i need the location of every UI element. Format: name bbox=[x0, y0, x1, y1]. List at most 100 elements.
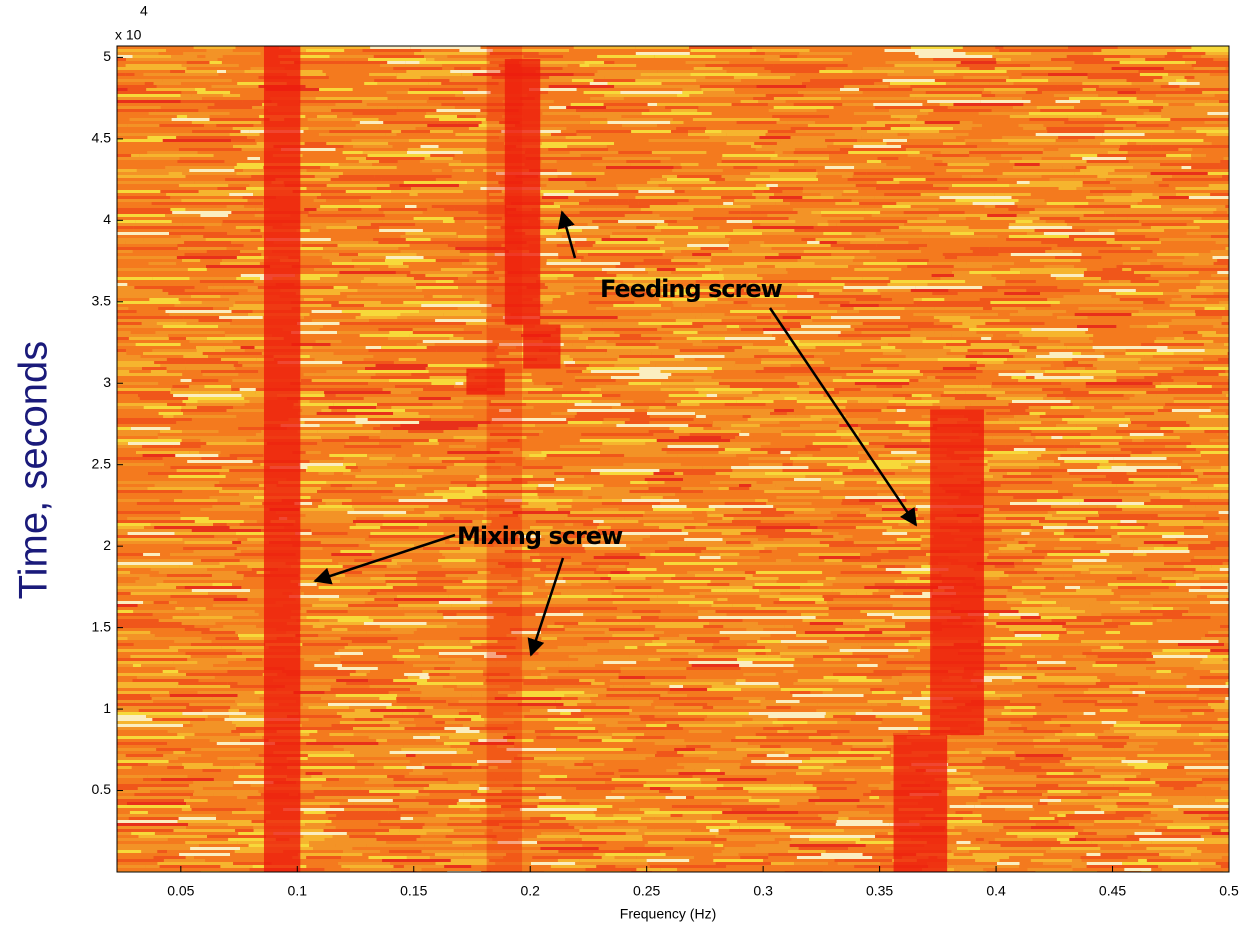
texture-stripe bbox=[543, 304, 614, 307]
texture-stripe bbox=[236, 277, 260, 280]
texture-stripe bbox=[205, 238, 266, 241]
texture-stripe bbox=[1222, 424, 1229, 427]
texture-stripe bbox=[433, 490, 465, 493]
texture-stripe bbox=[1084, 271, 1134, 274]
texture-stripe bbox=[1217, 259, 1229, 262]
texture-stripe bbox=[630, 169, 673, 172]
texture-stripe bbox=[1006, 79, 1049, 82]
texture-stripe bbox=[363, 79, 375, 82]
texture-stripe bbox=[489, 52, 539, 55]
texture-stripe bbox=[1163, 361, 1190, 364]
texture-stripe bbox=[1047, 298, 1120, 301]
texture-stripe bbox=[117, 286, 135, 289]
texture-stripe bbox=[1150, 499, 1190, 502]
texture-stripe bbox=[287, 253, 339, 256]
texture-stripe bbox=[651, 586, 680, 589]
texture-stripe bbox=[1034, 229, 1085, 232]
texture-stripe bbox=[459, 505, 474, 508]
texture-stripe bbox=[351, 259, 385, 262]
texture-stripe bbox=[978, 112, 1029, 115]
texture-stripe bbox=[688, 142, 727, 145]
texture-stripe bbox=[549, 532, 561, 535]
texture-stripe bbox=[1000, 484, 1073, 487]
texture-stripe bbox=[171, 55, 198, 58]
texture-stripe bbox=[811, 502, 842, 505]
texture-stripe bbox=[1116, 415, 1125, 418]
texture-stripe bbox=[470, 598, 514, 601]
texture-stripe bbox=[117, 61, 144, 64]
texture-stripe bbox=[199, 289, 224, 292]
texture-stripe bbox=[1171, 331, 1184, 334]
texture-stripe bbox=[858, 169, 870, 172]
texture-stripe bbox=[875, 502, 948, 505]
texture-stripe bbox=[355, 316, 398, 319]
texture-stripe bbox=[519, 61, 585, 64]
texture-stripe bbox=[117, 481, 173, 484]
texture-stripe bbox=[191, 295, 221, 298]
texture-stripe bbox=[506, 541, 530, 544]
texture-stripe bbox=[117, 184, 179, 187]
texture-stripe bbox=[546, 184, 587, 187]
texture-stripe bbox=[520, 604, 592, 607]
texture-stripe bbox=[197, 202, 263, 205]
texture-stripe bbox=[786, 610, 833, 613]
texture-stripe bbox=[343, 457, 370, 460]
texture-stripe bbox=[770, 412, 787, 415]
texture-stripe bbox=[776, 496, 823, 499]
texture-stripe bbox=[1126, 157, 1192, 160]
texture-stripe bbox=[673, 256, 712, 259]
texture-stripe bbox=[157, 436, 221, 439]
texture-stripe bbox=[659, 469, 670, 472]
texture-stripe bbox=[740, 328, 763, 331]
texture-stripe bbox=[166, 193, 230, 196]
texture-stripe bbox=[940, 406, 966, 409]
texture-stripe bbox=[713, 406, 775, 409]
texture-stripe bbox=[448, 163, 525, 166]
texture-stripe bbox=[722, 154, 778, 157]
texture-stripe bbox=[724, 448, 751, 451]
texture-stripe bbox=[1015, 220, 1033, 223]
texture-stripe bbox=[321, 409, 332, 412]
texture-stripe bbox=[891, 451, 917, 454]
texture-stripe bbox=[117, 91, 182, 94]
texture-stripe bbox=[826, 601, 887, 604]
texture-stripe bbox=[576, 412, 647, 415]
texture-stripe bbox=[316, 412, 394, 415]
texture-stripe bbox=[1001, 154, 1071, 157]
texture-stripe bbox=[1097, 358, 1141, 361]
texture-stripe bbox=[840, 436, 889, 439]
texture-stripe bbox=[443, 430, 511, 433]
texture-stripe bbox=[1000, 538, 1015, 541]
texture-stripe bbox=[299, 493, 358, 496]
texture-stripe bbox=[345, 442, 380, 445]
texture-stripe bbox=[692, 217, 739, 220]
texture-stripe bbox=[885, 124, 910, 127]
texture-stripe bbox=[1195, 568, 1220, 571]
texture-stripe bbox=[720, 286, 776, 289]
texture-stripe bbox=[345, 250, 401, 253]
texture-stripe bbox=[130, 253, 175, 256]
texture-stripe bbox=[647, 481, 665, 484]
texture-stripe bbox=[872, 592, 904, 595]
texture-stripe bbox=[312, 52, 350, 55]
texture-stripe bbox=[332, 559, 345, 562]
texture-stripe bbox=[880, 292, 933, 295]
texture-stripe bbox=[921, 298, 945, 301]
texture-stripe bbox=[473, 415, 507, 418]
texture-stripe bbox=[1022, 97, 1069, 100]
texture-stripe bbox=[139, 493, 208, 496]
texture-stripe bbox=[915, 460, 932, 463]
texture-stripe bbox=[1140, 610, 1189, 613]
texture-stripe bbox=[117, 271, 150, 274]
texture-stripe bbox=[986, 229, 1035, 232]
texture-stripe bbox=[1072, 250, 1099, 253]
texture-stripe bbox=[1080, 442, 1119, 445]
texture-stripe bbox=[393, 67, 443, 70]
texture-stripe bbox=[663, 277, 725, 280]
texture-stripe bbox=[908, 466, 938, 469]
texture-stripe bbox=[535, 424, 602, 427]
texture-stripe bbox=[1189, 361, 1229, 364]
texture-stripe bbox=[523, 397, 560, 400]
texture-stripe bbox=[300, 220, 338, 223]
texture-stripe bbox=[405, 409, 480, 412]
